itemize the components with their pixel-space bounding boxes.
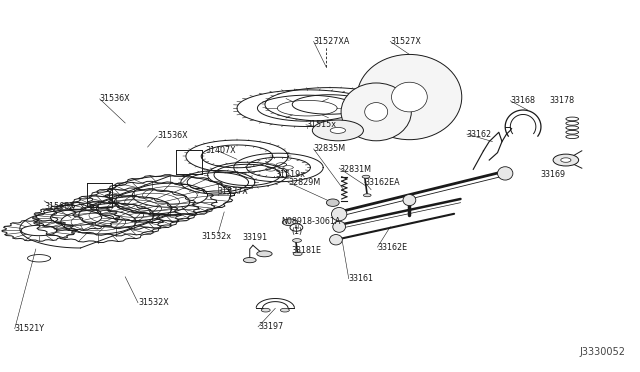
Text: 31527X: 31527X — [390, 37, 421, 46]
Ellipse shape — [261, 308, 270, 312]
Text: 31536X: 31536X — [100, 94, 131, 103]
Ellipse shape — [392, 82, 428, 112]
Text: 33169: 33169 — [540, 170, 566, 179]
Text: (1): (1) — [291, 227, 302, 236]
Text: 31407X: 31407X — [205, 146, 236, 155]
Ellipse shape — [362, 175, 370, 178]
Text: 33162EA: 33162EA — [365, 178, 401, 187]
Ellipse shape — [497, 167, 513, 180]
Text: J3330052: J3330052 — [579, 347, 625, 357]
Ellipse shape — [332, 208, 347, 221]
Ellipse shape — [257, 251, 272, 257]
Text: 32831M: 32831M — [339, 165, 371, 174]
Ellipse shape — [330, 235, 342, 245]
Text: 31568X: 31568X — [44, 202, 75, 211]
Ellipse shape — [561, 158, 571, 162]
Ellipse shape — [341, 83, 412, 141]
Text: 32829M: 32829M — [288, 178, 320, 187]
Text: 31536X: 31536X — [157, 131, 188, 141]
Text: 31519x: 31519x — [275, 170, 305, 179]
Text: 31527XA: 31527XA — [314, 37, 350, 46]
Text: 31537X: 31537X — [218, 187, 248, 196]
Text: 33178: 33178 — [550, 96, 575, 105]
Ellipse shape — [364, 194, 371, 197]
Ellipse shape — [357, 54, 462, 140]
Ellipse shape — [333, 221, 346, 232]
Text: 33181E: 33181E — [291, 246, 321, 255]
Ellipse shape — [280, 308, 289, 312]
Text: 33168: 33168 — [510, 96, 535, 105]
Text: 33191: 33191 — [242, 233, 268, 243]
Text: 32835M: 32835M — [314, 144, 346, 153]
Text: 31532X: 31532X — [138, 298, 169, 307]
Text: 31532x: 31532x — [202, 231, 232, 241]
Text: 33197: 33197 — [258, 322, 284, 331]
Text: 31515x: 31515x — [306, 121, 336, 129]
Text: 33162: 33162 — [467, 129, 492, 139]
Ellipse shape — [243, 257, 256, 263]
Ellipse shape — [553, 154, 579, 166]
Ellipse shape — [282, 219, 298, 226]
Ellipse shape — [330, 128, 346, 134]
Ellipse shape — [292, 238, 301, 242]
Ellipse shape — [312, 120, 364, 141]
Text: 31521Y: 31521Y — [15, 324, 45, 333]
Text: 33162E: 33162E — [378, 243, 408, 251]
Ellipse shape — [290, 224, 303, 231]
Ellipse shape — [293, 252, 302, 256]
Text: N: N — [294, 225, 298, 230]
Ellipse shape — [403, 195, 416, 206]
Ellipse shape — [326, 199, 339, 206]
Text: 33161: 33161 — [349, 274, 374, 283]
Text: N08918-3061A: N08918-3061A — [282, 217, 341, 226]
Ellipse shape — [365, 103, 388, 121]
